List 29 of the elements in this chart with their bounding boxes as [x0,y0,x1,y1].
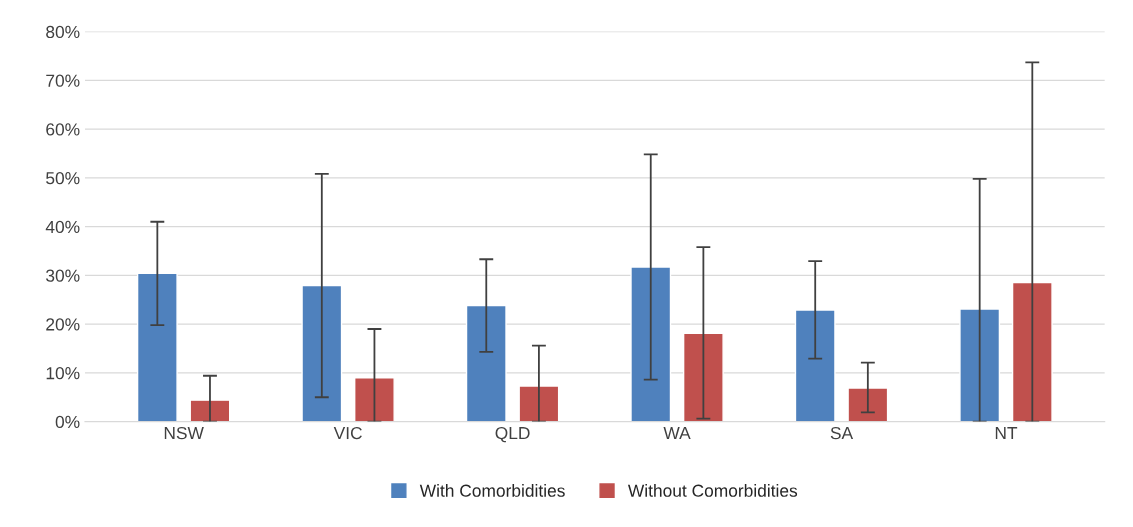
bar [959,308,1001,422]
legend-label: With Comorbidities [419,484,565,497]
x-tick-label: NSW [164,426,204,440]
x-tick-label: QLD [495,426,530,443]
bar [847,387,889,422]
legend-label: Without Comorbidities [627,484,798,497]
y-tick-label: 30% [46,269,80,282]
bar [136,272,178,422]
bar [682,332,724,422]
x-tick-label: WA [663,427,691,440]
bar [630,266,672,422]
y-tick-label: 40% [45,220,80,234]
y-tick-label: 0% [55,415,80,429]
bar [189,399,231,422]
bar [465,304,507,422]
y-tick-label: 50% [46,172,80,185]
x-tick-label: SA [830,426,854,440]
bar [794,309,836,422]
x-tick-label: VIC [333,426,362,440]
bar [301,284,343,422]
y-tick-label: 20% [46,318,80,331]
bar [1011,281,1053,422]
y-tick-label: 60% [46,123,80,136]
x-tick-label: NT [995,427,1018,440]
bar [518,385,560,422]
y-tick-label: 80% [46,25,80,39]
bar [354,377,395,422]
y-tick-label: 10% [46,367,80,380]
y-tick-label: 70% [46,74,80,87]
